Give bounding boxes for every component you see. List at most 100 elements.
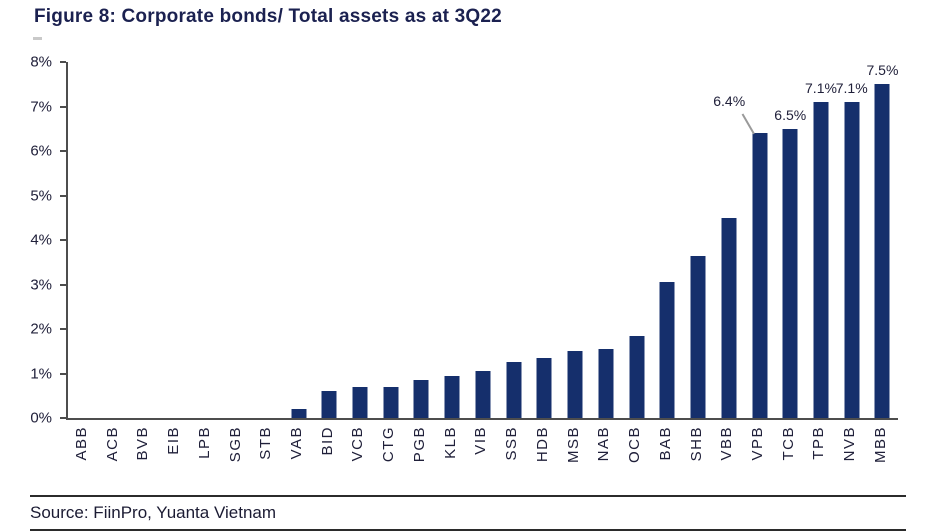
x-label-cell-abb: ABB: [66, 426, 97, 498]
bottom-divider: [30, 529, 906, 531]
chart-title: Figure 8: Corporate bonds/ Total assets …: [34, 6, 502, 27]
y-tick-label-4: 4%: [30, 231, 52, 249]
x-label-cell-tpb: TPB: [804, 426, 835, 498]
y-tick-mark: [60, 283, 66, 286]
data-label-tcb: 6.5%: [774, 106, 807, 123]
bar-msb: [567, 351, 583, 418]
bar-tpb: [813, 102, 829, 418]
y-tick-mark: [60, 61, 66, 63]
x-axis-label-sgb: SGB: [226, 426, 244, 463]
bar-nab: [598, 349, 614, 418]
data-label-nvb: 7.1%: [835, 80, 868, 97]
bar-slot-sgb: [222, 62, 253, 418]
bar-slot-nab: [590, 62, 621, 418]
x-axis-label-vbb: VBB: [718, 426, 736, 461]
y-tick-mark: [60, 239, 66, 241]
x-axis-label-ssb: SSB: [503, 426, 521, 461]
x-axis-label-shb: SHB: [687, 426, 705, 462]
x-label-cell-hdb: HDB: [527, 426, 558, 498]
bar-slot-ssb: [498, 62, 529, 418]
x-label-cell-mbb: MBB: [865, 426, 896, 498]
x-label-cell-bab: BAB: [650, 426, 681, 498]
bar-pgb: [413, 380, 429, 418]
x-axis-label-hdb: HDB: [533, 426, 551, 463]
x-axis-label-vpb: VPB: [749, 426, 767, 461]
bar-slot-hdb: [529, 62, 560, 418]
x-label-cell-vib: VIB: [466, 426, 497, 498]
y-tick-label-6: 6%: [30, 142, 52, 160]
x-label-cell-ctg: CTG: [373, 426, 404, 498]
bar-slot-msb: [560, 62, 591, 418]
bar-bab: [659, 282, 675, 418]
x-label-cell-tcb: TCB: [773, 426, 804, 498]
bar-slot-klb: [437, 62, 468, 418]
x-label-cell-bid: BID: [312, 426, 343, 498]
x-axis-label-stb: STB: [257, 426, 275, 460]
y-axis: 0% 1% 2% 3% 4% 5% 6% 7% 8%: [0, 54, 66, 427]
bar-slot-vbb: [713, 62, 744, 418]
x-axis-label-eib: EIB: [165, 426, 183, 455]
bar-slot-pgb: [406, 62, 437, 418]
y-tick-label-3: 3%: [30, 276, 52, 293]
source-text: Source: FiinPro, Yuanta Vietnam: [30, 495, 906, 523]
x-axis-label-abb: ABB: [72, 426, 90, 461]
x-axis-label-tcb: TCB: [779, 426, 797, 461]
x-label-cell-shb: SHB: [681, 426, 712, 498]
bar-vpb: [752, 133, 768, 418]
title-dash-decoration: [33, 37, 42, 40]
x-label-cell-stb: STB: [250, 426, 281, 498]
bar-slot-tcb: 6.5%: [774, 62, 807, 418]
y-tick-mark: [60, 194, 66, 197]
x-label-cell-vpb: VPB: [742, 426, 773, 498]
bar-slot-ctg: [375, 62, 406, 418]
bar-vib: [475, 371, 491, 418]
x-axis-label-mbb: MBB: [871, 426, 889, 464]
bar-ocb: [629, 335, 645, 418]
bar-klb: [444, 375, 460, 418]
data-label-tpb: 7.1%: [805, 80, 837, 97]
bar-bid: [321, 391, 337, 418]
bar-slot-nvb: 7.1%: [835, 62, 868, 418]
x-axis-label-nvb: NVB: [841, 426, 859, 462]
y-tick-label-2: 2%: [30, 320, 52, 338]
x-label-cell-pgb: PGB: [404, 426, 435, 498]
bar-slot-ocb: [621, 62, 652, 418]
y-tick-label-7: 7%: [30, 98, 52, 115]
bar-vbb: [721, 217, 737, 418]
bar-slot-stb: [252, 62, 283, 418]
y-tick-mark: [60, 328, 66, 330]
bar-ctg: [383, 386, 399, 418]
plot-area: 6.4% 6.5% 7.1% 7.1% 7.5%: [66, 62, 898, 420]
bar-slot-vcb: [345, 62, 376, 418]
x-axis-label-bvb: BVB: [134, 426, 152, 461]
x-axis-label-acb: ACB: [103, 426, 121, 462]
x-label-cell-vbb: VBB: [711, 426, 742, 498]
bar-vab: [291, 409, 306, 418]
bar-slot-shb: [683, 62, 714, 418]
y-tick-label-8: 8%: [30, 53, 52, 71]
bar-ssb: [506, 362, 522, 418]
y-tick-label-1: 1%: [30, 365, 52, 382]
x-axis-label-bid: BID: [318, 426, 336, 456]
data-label-mbb: 7.5%: [866, 62, 899, 79]
x-label-cell-ocb: OCB: [619, 426, 650, 498]
x-label-cell-vab: VAB: [281, 426, 312, 498]
bar-slot-eib: [160, 62, 191, 418]
x-label-cell-acb: ACB: [97, 426, 128, 498]
x-label-cell-sgb: SGB: [220, 426, 251, 498]
y-tick-label-0: 0%: [30, 409, 52, 427]
x-axis-label-lpb: LPB: [195, 426, 213, 459]
bar-vcb: [352, 386, 368, 418]
x-label-cell-ssb: SSB: [496, 426, 527, 498]
leader-line-vpb: [741, 113, 755, 135]
x-axis-label-vcb: VCB: [349, 426, 367, 462]
bar-slot-vib: [468, 62, 499, 418]
x-axis-label-vab: VAB: [288, 426, 305, 460]
bar-slot-vpb: 6.4%: [713, 62, 775, 418]
x-axis-labels: ABB ACB BVB EIB LPB SGB STB VAB BID VCB CTG PGB KLB V…: [66, 426, 896, 498]
y-tick-mark: [60, 372, 66, 375]
x-axis-label-nab: NAB: [595, 426, 613, 462]
bar-slot-tpb: 7.1%: [805, 62, 837, 418]
x-axis-label-vib: VIB: [472, 426, 490, 455]
